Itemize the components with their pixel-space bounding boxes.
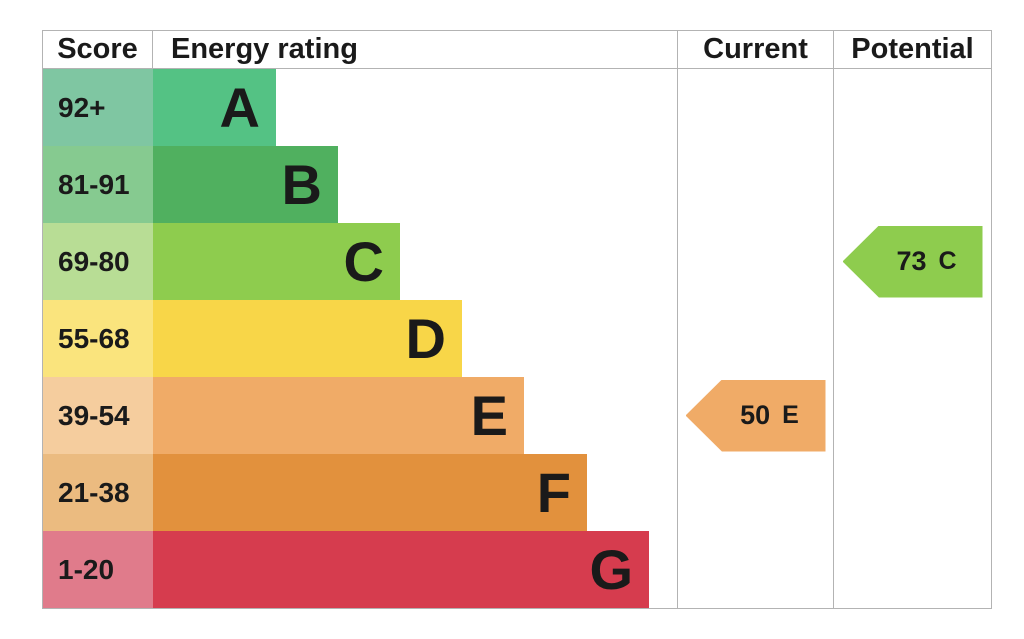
current-rating-arrow: 50 E <box>685 379 826 452</box>
current-score-value: 50 <box>740 400 771 430</box>
band-row-b: 81-91 B <box>43 146 991 223</box>
rating-bar: A <box>153 69 276 146</box>
epc-rating-table: Score Energy rating Current Potential 92… <box>42 30 992 609</box>
score-cell: 81-91 <box>43 146 153 223</box>
rating-letter: G <box>589 537 633 601</box>
rating-letter: B <box>281 152 322 216</box>
potential-column-header: Potential <box>833 31 991 68</box>
current-column-cell <box>677 300 833 377</box>
rating-bar: C <box>153 223 400 300</box>
current-column-cell <box>677 146 833 223</box>
potential-score-value: 73 <box>896 246 927 276</box>
score-cell: 92+ <box>43 69 153 146</box>
score-range-label: 55-68 <box>58 322 130 354</box>
potential-column-cell <box>833 454 991 531</box>
potential-column-cell: 73 C <box>833 223 991 300</box>
rating-bar-area: C <box>153 223 677 300</box>
band-row-a: 92+ A <box>43 69 991 146</box>
score-range-label: 92+ <box>58 91 106 123</box>
score-range-label: 39-54 <box>58 399 130 431</box>
band-row-e: 39-54 E 50 E <box>43 377 991 454</box>
score-cell: 39-54 <box>43 377 153 454</box>
score-cell: 21-38 <box>43 454 153 531</box>
score-cell: 69-80 <box>43 223 153 300</box>
potential-column-cell <box>833 377 991 454</box>
rating-bar-area: G <box>153 531 677 608</box>
band-row-c: 69-80 C 73 C <box>43 223 991 300</box>
rating-letter: E <box>470 383 508 447</box>
rating-letter: A <box>219 75 260 139</box>
rating-letter: F <box>536 460 571 524</box>
current-column-cell <box>677 223 833 300</box>
rating-bar: B <box>153 146 338 223</box>
current-column-cell <box>677 69 833 146</box>
score-cell: 1-20 <box>43 531 153 608</box>
score-range-label: 81-91 <box>58 168 130 200</box>
band-row-g: 1-20 G <box>43 531 991 608</box>
potential-column-cell <box>833 300 991 377</box>
rating-bar-area: A <box>153 69 677 146</box>
energy-rating-column-header: Energy rating <box>171 33 358 65</box>
rating-bar-area: E <box>153 377 677 454</box>
rating-bar: D <box>153 300 462 377</box>
score-cell: 55-68 <box>43 300 153 377</box>
current-column-header: Current <box>677 31 833 68</box>
score-range-label: 69-80 <box>58 245 130 277</box>
current-column-cell <box>677 531 833 608</box>
rating-bar: F <box>153 454 587 531</box>
score-range-label: 1-20 <box>58 553 115 585</box>
rating-bar-area: D <box>153 300 677 377</box>
score-range-label: 21-38 <box>58 476 130 508</box>
potential-column-cell <box>833 69 991 146</box>
rating-bar: E <box>153 377 524 454</box>
rating-bar-area: F <box>153 454 677 531</box>
current-rating-letter: E <box>782 401 799 429</box>
rating-letter: C <box>343 229 384 293</box>
rating-letter: D <box>405 306 446 370</box>
current-column-cell <box>677 454 833 531</box>
rating-bar-area: B <box>153 146 677 223</box>
score-column-header: Score <box>43 31 153 68</box>
potential-rating-letter: C <box>938 247 957 275</box>
band-row-d: 55-68 D <box>43 300 991 377</box>
table-header-row: Score Energy rating Current Potential <box>43 31 991 69</box>
potential-rating-arrow: 73 C <box>842 225 983 298</box>
current-column-cell: 50 E <box>677 377 833 454</box>
band-row-f: 21-38 F <box>43 454 991 531</box>
potential-column-cell <box>833 531 991 608</box>
potential-column-cell <box>833 146 991 223</box>
rating-bar: G <box>153 531 649 608</box>
